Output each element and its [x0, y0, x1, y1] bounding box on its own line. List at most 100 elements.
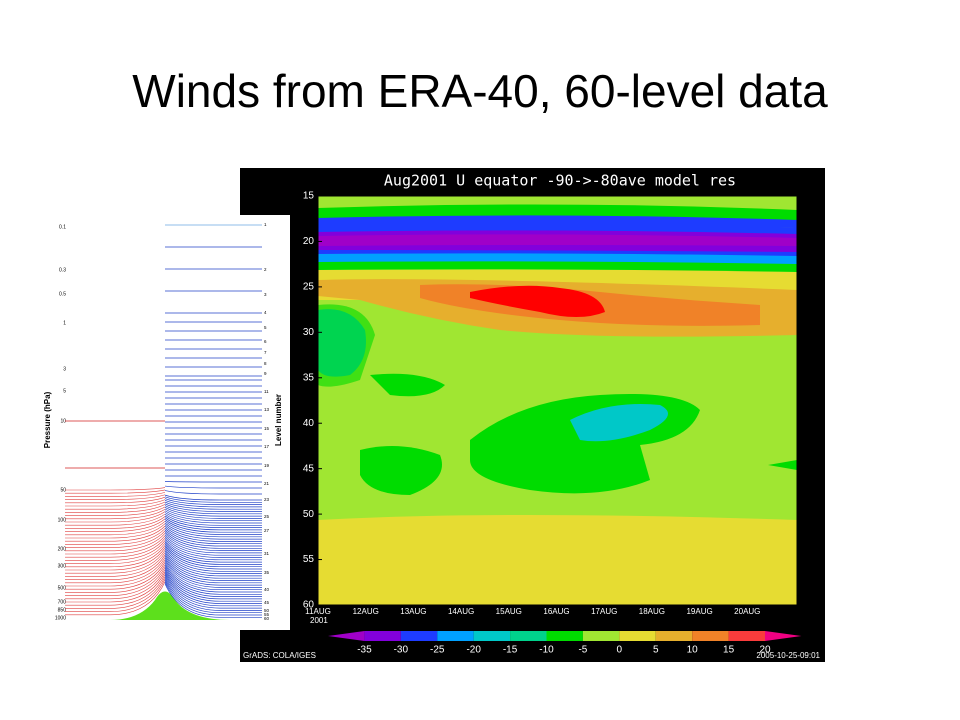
pressure-label: 700 — [58, 599, 67, 605]
level-line — [164, 541, 262, 563]
x-tick-label: 13AUG — [400, 607, 426, 616]
pressure-line — [65, 579, 166, 612]
pressure-label: 0.1 — [59, 224, 66, 230]
pressure-line — [65, 542, 166, 564]
level-line — [164, 552, 262, 577]
diagram-background — [40, 215, 290, 630]
y-tick-label: 55 — [303, 554, 315, 565]
pressure-line — [65, 501, 166, 510]
level-line — [164, 517, 262, 531]
colorbar-label: -15 — [503, 645, 518, 656]
colorbar-label: 10 — [687, 645, 699, 656]
colorbar-label: -30 — [394, 645, 409, 656]
level-label: 60 — [264, 616, 270, 621]
pressure-line — [65, 523, 166, 539]
orography — [110, 591, 230, 620]
level-line — [164, 512, 262, 524]
colorbar-swatch — [546, 631, 583, 641]
colorbar-label: 20 — [759, 645, 771, 656]
level-diagram: Pressure (hPa) Level number 0.10.30.5135… — [40, 215, 290, 630]
colorbar-arrow — [328, 631, 365, 641]
level-label: 8 — [264, 361, 267, 366]
x-tick-label: 16AUG — [543, 607, 569, 616]
y-tick-label: 60 — [303, 600, 315, 611]
level-line — [164, 580, 262, 614]
pressure-line — [65, 540, 166, 561]
level-line — [164, 547, 262, 570]
level-line — [164, 503, 262, 512]
level-line — [164, 578, 262, 611]
level-label: 5 — [264, 325, 267, 330]
level-line — [164, 510, 262, 522]
level-line — [164, 531, 262, 549]
level-line — [164, 576, 262, 609]
pressure-label: 500 — [58, 585, 67, 591]
level-line — [164, 557, 262, 584]
level-label: 15 — [264, 426, 270, 431]
pressure-label: 3 — [63, 366, 66, 372]
footer-left: GrADS: COLA/IGES — [243, 651, 316, 660]
level-line — [164, 526, 262, 542]
x-year-label: 2001 — [310, 616, 328, 625]
level-line — [164, 494, 262, 501]
level-label: 3 — [264, 292, 267, 297]
pressure-line — [65, 581, 166, 616]
y-tick-label: 40 — [303, 418, 315, 429]
pressure-label: 0.5 — [59, 291, 66, 297]
pressure-line — [65, 557, 166, 584]
y-tick-label: 15 — [303, 191, 315, 202]
colorbar-label: -25 — [430, 645, 445, 656]
level-line — [164, 571, 262, 602]
level-line — [164, 573, 262, 604]
y-tick-label: 30 — [303, 327, 315, 338]
pressure-line — [65, 492, 166, 497]
level-label: 1 — [264, 222, 267, 227]
level-line — [164, 519, 262, 533]
level-label: 2 — [264, 267, 267, 272]
level-label: 25 — [264, 514, 270, 519]
colorbar-swatch — [582, 631, 620, 641]
pressure-label: 5 — [63, 388, 66, 394]
pressure-line — [65, 489, 166, 494]
pressure-label: 1 — [63, 320, 66, 326]
y2-axis-label: Level number — [274, 394, 283, 446]
pressure-line — [65, 518, 166, 532]
level-line — [164, 522, 262, 538]
level-label: 23 — [264, 497, 270, 502]
pressure-line — [65, 506, 166, 516]
level-label: 21 — [264, 481, 270, 486]
pressure-line — [65, 494, 166, 500]
colorbar-label: 15 — [723, 645, 735, 656]
level-label: 13 — [264, 407, 270, 412]
pressure-line — [65, 550, 166, 574]
pressure-line — [65, 504, 166, 513]
pressure-line — [65, 528, 166, 545]
contour-fill — [318, 196, 797, 605]
colorbar-label: -35 — [357, 645, 372, 656]
level-line — [164, 515, 262, 528]
level-line — [164, 560, 262, 588]
colorbar-swatch — [692, 631, 729, 641]
level-label: 7 — [264, 350, 267, 355]
colorbar-label: -10 — [539, 645, 554, 656]
level-line — [164, 564, 262, 593]
colorbar-swatch — [655, 631, 693, 641]
level-line — [164, 569, 262, 600]
level-label: 31 — [264, 551, 270, 556]
x-tick-label: 19AUG — [686, 607, 712, 616]
pressure-label: 300 — [58, 563, 67, 569]
colorbar-swatch — [510, 631, 547, 641]
pressure-label: 0.3 — [59, 267, 66, 273]
y-tick-label: 20 — [303, 236, 315, 247]
level-line — [164, 574, 262, 607]
colorbar-swatch — [619, 631, 656, 641]
level-label: 40 — [264, 587, 270, 592]
level-line — [164, 550, 262, 574]
pressure-label: 1000 — [55, 615, 66, 621]
level-line — [164, 566, 262, 595]
x-tick-label: 11AUG — [305, 607, 331, 616]
pressure-line — [65, 499, 166, 507]
pressure-line — [65, 521, 166, 536]
level-line — [164, 543, 262, 565]
